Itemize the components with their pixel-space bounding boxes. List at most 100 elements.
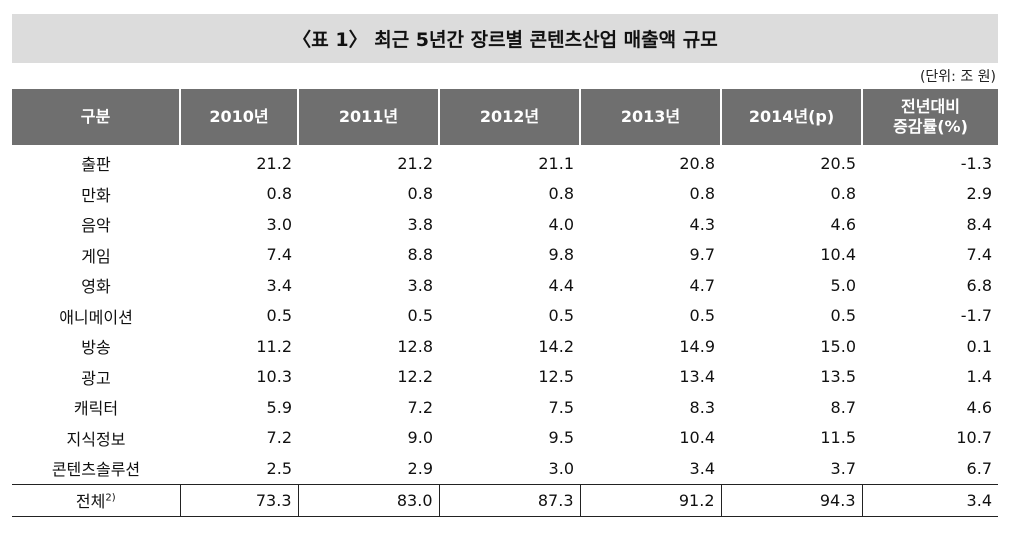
- cell-2010: 0.8: [266, 184, 292, 204]
- cell-2014: 13.5: [820, 367, 856, 387]
- cell-change: 4.6: [966, 397, 992, 417]
- cell-2013: 13.4: [679, 367, 715, 387]
- table-row: 캐릭터 5.9 7.2 7.5 8.3 8.7 4.6: [12, 392, 998, 423]
- total-category: 전체2): [12, 483, 180, 517]
- cell-change: 6.8: [966, 275, 992, 295]
- cell-2012: 4.0: [548, 214, 574, 234]
- cell-2012: 9.8: [548, 245, 574, 265]
- cell-2014: 15.0: [820, 336, 856, 356]
- cell-2014: 5.0: [830, 275, 856, 295]
- cell-2014: 3.7: [830, 458, 856, 478]
- cell-2013: 4.3: [689, 214, 715, 234]
- cell-2014: 11.5: [820, 428, 856, 448]
- cell-change: 8.4: [966, 214, 992, 234]
- cell-2011: 12.8: [397, 336, 433, 356]
- table-row: 음악 3.0 3.8 4.0 4.3 4.6 8.4: [12, 209, 998, 240]
- cell-2012: 0.5: [548, 306, 574, 326]
- cell-2011: 3.8: [407, 275, 433, 295]
- cell-2010: 2.5: [266, 458, 292, 478]
- row-category: 영화: [81, 277, 111, 297]
- cell-2011: 0.5: [407, 306, 433, 326]
- header-2010: 2010년: [179, 89, 298, 145]
- cell-2011: 2.9: [407, 458, 433, 478]
- header-row: 구분 2010년 2011년 2012년 2013년 2014년(p) 전년대비…: [12, 89, 998, 145]
- header-change-line2: 증감률(%): [893, 117, 968, 136]
- revenue-table: 구분 2010년 2011년 2012년 2013년 2014년(p) 전년대비…: [12, 89, 998, 517]
- cell-2014: 4.6: [830, 214, 856, 234]
- table-title: 〈표 1〉 최근 5년간 장르별 콘텐츠산업 매출액 규모: [292, 29, 718, 51]
- cell-2012: 0.8: [548, 184, 574, 204]
- cell-2013: 4.7: [689, 275, 715, 295]
- row-category: 콘텐츠솔루션: [51, 460, 141, 480]
- total-2010: 73.3: [179, 483, 298, 517]
- cell-2013: 0.5: [689, 306, 715, 326]
- cell-2010: 3.0: [266, 214, 292, 234]
- row-category: 지식정보: [66, 429, 126, 449]
- cell-2014: 8.7: [830, 397, 856, 417]
- total-2012: 87.3: [438, 483, 580, 517]
- cell-2012: 14.2: [538, 336, 574, 356]
- cell-2014: 0.8: [830, 184, 856, 204]
- row-category: 게임: [81, 246, 111, 266]
- cell-change: 1.4: [966, 367, 992, 387]
- cell-2011: 8.8: [407, 245, 433, 265]
- cell-2010: 7.4: [266, 245, 292, 265]
- row-category: 방송: [81, 338, 111, 358]
- cell-2012: 9.5: [548, 428, 574, 448]
- header-change-rate: 전년대비 증감률(%): [861, 89, 998, 145]
- cell-change: 10.7: [956, 428, 992, 448]
- cell-change: 0.1: [966, 336, 992, 356]
- table-row: 게임 7.4 8.8 9.8 9.7 10.4 7.4: [12, 240, 998, 271]
- cell-2010: 5.9: [266, 397, 292, 417]
- cell-2011: 21.2: [397, 153, 433, 173]
- header-category: 구분: [12, 89, 180, 145]
- total-2013: 91.2: [579, 483, 721, 517]
- cell-2011: 12.2: [397, 367, 433, 387]
- cell-change: -1.7: [960, 306, 992, 326]
- total-row: 전체2) 73.3 83.0 87.3 91.2 94.3 3.4: [12, 483, 998, 517]
- table-row: 방송 11.2 12.8 14.2 14.9 15.0 0.1: [12, 331, 998, 362]
- cell-2012: 12.5: [538, 367, 574, 387]
- cell-2013: 10.4: [679, 428, 715, 448]
- cell-2012: 21.1: [538, 153, 574, 173]
- cell-2011: 9.0: [407, 428, 433, 448]
- cell-2012: 3.0: [548, 458, 574, 478]
- cell-2010: 10.3: [256, 367, 292, 387]
- header-2011: 2011년: [297, 89, 439, 145]
- table-row: 콘텐츠솔루션 2.5 2.9 3.0 3.4 3.7 6.7: [12, 453, 998, 484]
- cell-2014: 0.5: [830, 306, 856, 326]
- row-category: 음악: [81, 216, 111, 236]
- header-2012: 2012년: [438, 89, 580, 145]
- row-category: 출판: [81, 155, 111, 175]
- cell-2013: 20.8: [679, 153, 715, 173]
- cell-change: 6.7: [966, 458, 992, 478]
- cell-2013: 9.7: [689, 245, 715, 265]
- table-row: 만화 0.8 0.8 0.8 0.8 0.8 2.9: [12, 179, 998, 210]
- cell-2013: 14.9: [679, 336, 715, 356]
- table-row: 광고 10.3 12.2 12.5 13.4 13.5 1.4: [12, 362, 998, 393]
- footnote-marker: 2): [105, 492, 116, 504]
- total-label: 전체: [75, 492, 106, 511]
- cell-change: -1.3: [960, 153, 992, 173]
- cell-2012: 4.4: [548, 275, 574, 295]
- total-2014: 94.3: [720, 483, 862, 517]
- cell-2010: 11.2: [256, 336, 292, 356]
- row-category: 만화: [81, 185, 111, 205]
- total-change: 3.4: [861, 483, 998, 517]
- total-2011: 83.0: [297, 483, 439, 517]
- cell-2010: 7.2: [266, 428, 292, 448]
- unit-label: (단위: 조 원): [919, 69, 996, 85]
- table-row: 지식정보 7.2 9.0 9.5 10.4 11.5 10.7: [12, 423, 998, 454]
- cell-change: 7.4: [966, 245, 992, 265]
- table-row: 영화 3.4 3.8 4.4 4.7 5.0 6.8: [12, 270, 998, 301]
- cell-2010: 3.4: [266, 275, 292, 295]
- cell-2011: 0.8: [407, 184, 433, 204]
- table-row: 애니메이션 0.5 0.5 0.5 0.5 0.5 -1.7: [12, 301, 998, 332]
- cell-2013: 8.3: [689, 397, 715, 417]
- cell-2014: 10.4: [820, 245, 856, 265]
- table-body: 출판 21.2 21.2 21.1 20.8 20.5 -1.3 만화 0.8 0.8 0.8 0.…: [12, 145, 998, 517]
- cell-2012: 7.5: [548, 397, 574, 417]
- cell-2013: 3.4: [689, 458, 715, 478]
- cell-2011: 3.8: [407, 214, 433, 234]
- table-row: 출판 21.2 21.2 21.1 20.8 20.5 -1.3: [12, 145, 998, 179]
